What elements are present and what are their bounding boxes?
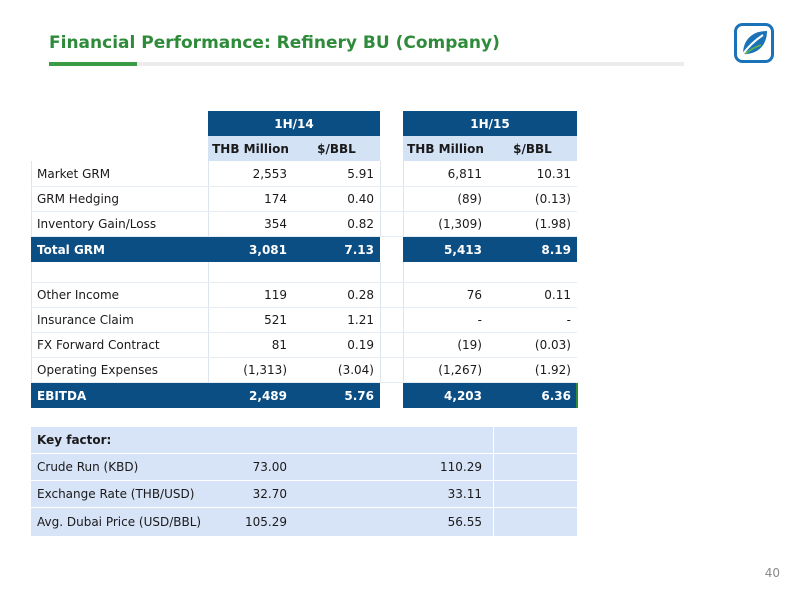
total-grm-row: Total GRM 3,081 7.13 5,413 8.19 [31,237,577,262]
key-factor-value-1h15: 110.29 [440,460,482,474]
value-cell: 7.13 [344,242,374,257]
value-cell: 354 [264,217,287,231]
row-label: EBITDA [37,388,87,403]
value-cell: (1,267) [438,363,482,377]
value-cell: (89) [457,192,482,206]
key-factor-label: Avg. Dubai Price (USD/BBL) [37,515,202,529]
value-cell: 0.11 [544,288,571,302]
value-cell: (1.92) [534,363,571,377]
title-underline-accent [49,62,137,66]
subheader-bbl-2: $/BBL [488,136,577,161]
key-factor-value-1h15: 33.11 [447,487,482,501]
value-cell: (1.98) [534,217,571,231]
key-factor-row: Avg. Dubai Price (USD/BBL) 105.29 56.55 [31,508,577,536]
table-subheader: THB Million $/BBL THB Million $/BBL [31,136,577,161]
key-factor-title-row: Key factor: [31,427,577,454]
table-row: Other Income 119 0.28 76 0.11 [31,283,577,308]
key-factor-value-1h14: 105.29 [245,515,287,529]
subheader-thb-1: THB Million [208,136,293,161]
value-cell: 81 [271,338,287,352]
period-header-1: 1H/14 [208,111,380,136]
leaf-logo-icon [734,23,774,63]
row-label: Other Income [37,288,120,302]
value-cell: 5.91 [347,167,374,181]
value-cell: 0.40 [347,192,374,206]
spacer-row [31,262,577,283]
table-row: FX Forward Contract 81 0.19 (19) (0.03) [31,333,577,358]
value-cell: 2,553 [252,167,287,181]
value-cell: 0.82 [347,217,374,231]
subheader-bbl-1: $/BBL [293,136,380,161]
key-factor-value-1h15: 56.55 [447,515,482,529]
value-cell: (3.04) [337,363,374,377]
key-factor-value-1h14: 73.00 [252,460,287,474]
value-cell: 5.76 [344,388,374,403]
period-header-2: 1H/15 [403,111,577,136]
value-cell: 1.21 [347,313,374,327]
row-accent-edge [576,383,578,408]
value-cell: 521 [264,313,287,327]
panel-divider [493,427,494,536]
key-factor-row: Crude Run (KBD) 73.00 110.29 [31,454,577,481]
row-label: Operating Expenses [37,363,158,377]
grid-line [208,161,209,407]
row-label: GRM Hedging [37,192,120,206]
value-cell: 0.28 [347,288,374,302]
value-cell: 3,081 [249,242,287,257]
row-label: Inventory Gain/Loss [37,217,157,231]
subheader-thb-2: THB Million [403,136,488,161]
grid-line [403,161,404,407]
key-factor-title: Key factor: [37,433,112,447]
value-cell: 6,811 [447,167,482,181]
table-row: Operating Expenses (1,313) (3.04) (1,267… [31,358,577,383]
value-cell: (1,309) [438,217,482,231]
title-underline [49,62,684,66]
page-title: Financial Performance: Refinery BU (Comp… [49,33,500,53]
key-factor-value-1h14: 32.70 [252,487,287,501]
value-cell: 174 [264,192,287,206]
value-cell: - [477,313,482,327]
value-cell: (0.13) [534,192,571,206]
table-row: GRM Hedging 174 0.40 (89) (0.13) [31,187,577,212]
value-cell: (1,313) [243,363,287,377]
value-cell: 76 [466,288,482,302]
column-gap [380,237,403,262]
value-cell: 5,413 [444,242,482,257]
value-cell: 6.36 [541,388,571,403]
value-cell: - [566,313,571,327]
row-label: Total GRM [37,242,105,257]
key-factors-panel: Key factor: Crude Run (KBD) 73.00 110.29… [31,427,577,536]
value-cell: (0.03) [534,338,571,352]
key-factor-label: Crude Run (KBD) [37,460,139,474]
table-row: Inventory Gain/Loss 354 0.82 (1,309) (1.… [31,212,577,237]
value-cell: 0.19 [347,338,374,352]
table-period-header: 1H/14 1H/15 [31,111,577,136]
page-number: 40 [764,566,780,580]
value-cell: (19) [457,338,482,352]
row-label: FX Forward Contract [37,338,160,352]
value-cell: 10.31 [536,167,571,181]
value-cell: 119 [264,288,287,302]
key-factor-label: Exchange Rate (THB/USD) [37,487,195,501]
row-label: Market GRM [37,167,111,181]
table-row: Market GRM 2,553 5.91 6,811 10.31 [31,162,577,187]
value-cell: 8.19 [541,242,571,257]
value-cell: 4,203 [444,388,482,403]
column-gap [380,383,403,408]
row-label: Insurance Claim [37,313,134,327]
grid-line [380,161,381,407]
key-factor-row: Exchange Rate (THB/USD) 32.70 33.11 [31,481,577,508]
grid-line [31,161,32,407]
table-row: Insurance Claim 521 1.21 - - [31,308,577,333]
ebitda-row: EBITDA 2,489 5.76 4,203 6.36 [31,383,578,408]
value-cell: 2,489 [249,388,287,403]
